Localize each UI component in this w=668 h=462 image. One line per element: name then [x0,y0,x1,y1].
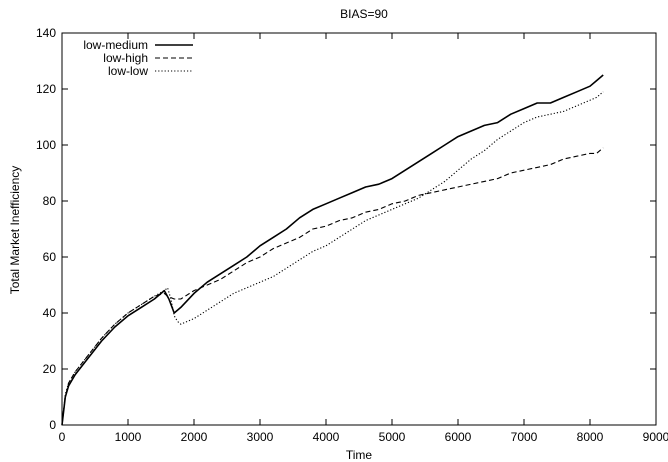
y-tick-label: 60 [43,250,57,264]
series-line-low-high [61,147,604,426]
series-line-low-low [61,91,604,426]
legend-label-low-low: low-low [108,64,148,78]
y-tick-label: 0 [49,418,56,432]
x-tick-label: 3000 [247,430,274,444]
x-tick-label: 9000 [643,430,668,444]
chart-title: BIAS=90 [340,7,388,21]
y-axis-title: Total Market Inefficiency [8,166,22,295]
x-tick-label: 2000 [181,430,208,444]
y-axis-ticks: 0 20 40 60 80 100 120 140 [36,26,656,432]
y-tick-label: 20 [43,362,57,376]
x-tick-label: 8000 [577,430,604,444]
plot-frame [61,32,657,426]
series-line-low-medium [61,74,604,426]
y-tick-label: 100 [36,138,56,152]
x-tick-label: 6000 [445,430,472,444]
legend-label-low-high: low-high [103,51,148,65]
y-tick-label: 120 [36,82,56,96]
y-tick-label: 80 [43,194,57,208]
x-axis-title: Time [346,448,373,462]
x-tick-label: 0 [59,430,66,444]
x-tick-label: 4000 [313,430,340,444]
x-tick-label: 5000 [379,430,406,444]
x-tick-label: 1000 [115,430,142,444]
y-tick-label: 40 [43,306,57,320]
legend-label-low-medium: low-medium [83,38,148,52]
series-group [61,74,604,426]
plot-border [61,32,657,426]
x-axis-ticks: 0 1000 2000 3000 4000 5000 6000 7000 8000 9000 [59,33,668,444]
x-tick-label: 7000 [511,430,538,444]
y-tick-label: 140 [36,26,56,40]
